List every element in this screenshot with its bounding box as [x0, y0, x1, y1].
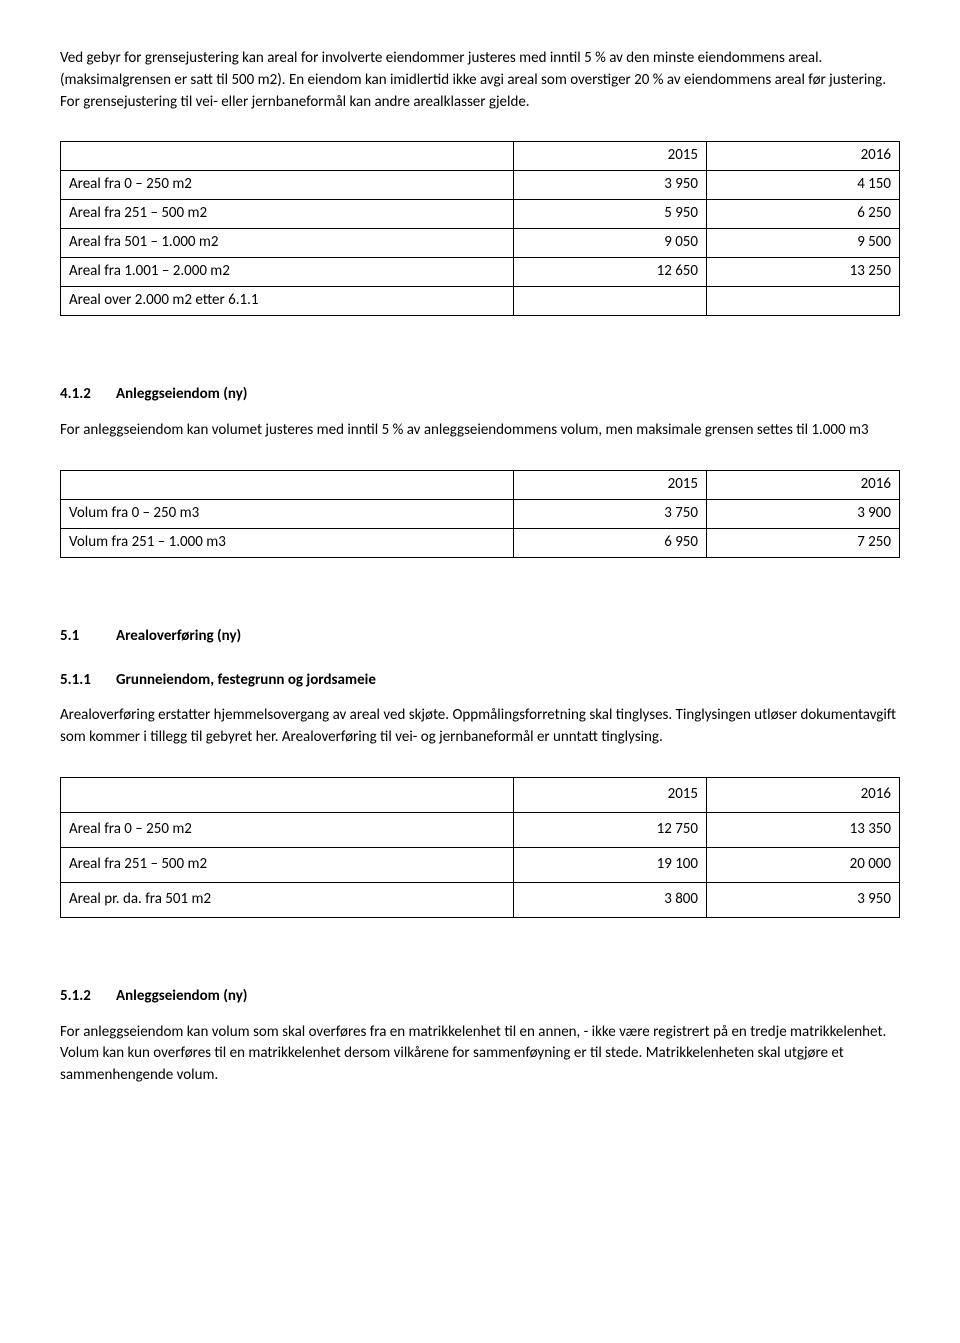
heading-5-1-1: 5.1.1 Grunneiendom, festegrunn og jordsa… — [60, 670, 900, 692]
heading-number: 5.1 — [60, 626, 116, 648]
table-header-row: 2015 2016 — [61, 470, 900, 499]
row-value — [707, 287, 900, 316]
row-label: Volum fra 0 – 250 m3 — [61, 499, 514, 528]
paragraph-5-1-1: Arealoverføring erstatter hjemmelsoverga… — [60, 705, 900, 749]
row-value: 13 350 — [707, 812, 900, 847]
header-empty — [61, 470, 514, 499]
header-year-2016: 2016 — [707, 470, 900, 499]
row-value: 20 000 — [707, 847, 900, 882]
row-label: Areal fra 0 – 250 m2 — [61, 171, 514, 200]
row-label: Areal fra 1.001 – 2.000 m2 — [61, 258, 514, 287]
row-label: Areal fra 0 – 250 m2 — [61, 812, 514, 847]
row-value: 6 250 — [707, 200, 900, 229]
header-year-2016: 2016 — [707, 142, 900, 171]
row-value: 9 500 — [707, 229, 900, 258]
heading-5-1: 5.1 Arealoverføring (ny) — [60, 626, 900, 648]
header-year-2015: 2015 — [514, 142, 707, 171]
paragraph-5-1-2: For anleggseiendom kan volum som skal ov… — [60, 1022, 900, 1087]
table-header-row: 2015 2016 — [61, 777, 900, 812]
heading-4-1-2: 4.1.2 Anleggseiendom (ny) — [60, 384, 900, 406]
heading-text: Arealoverføring (ny) — [116, 626, 900, 648]
table-row: Areal fra 0 – 250 m2 3 950 4 150 — [61, 171, 900, 200]
paragraph-4-1-2: For anleggseiendom kan volumet justeres … — [60, 420, 900, 442]
table-row: Areal fra 501 – 1.000 m2 9 050 9 500 — [61, 229, 900, 258]
row-value: 6 950 — [514, 528, 707, 557]
row-label: Areal fra 501 – 1.000 m2 — [61, 229, 514, 258]
row-value: 3 750 — [514, 499, 707, 528]
table-volum-anleggseiendom: 2015 2016 Volum fra 0 – 250 m3 3 750 3 9… — [60, 470, 900, 558]
row-label: Areal fra 251 – 500 m2 — [61, 200, 514, 229]
row-value: 4 150 — [707, 171, 900, 200]
row-value: 3 800 — [514, 882, 707, 917]
heading-5-1-2: 5.1.2 Anleggseiendom (ny) — [60, 986, 900, 1008]
header-year-2015: 2015 — [514, 777, 707, 812]
row-value: 3 900 — [707, 499, 900, 528]
table-header-row: 2015 2016 — [61, 142, 900, 171]
row-value: 12 650 — [514, 258, 707, 287]
table-row: Areal pr. da. fra 501 m2 3 800 3 950 — [61, 882, 900, 917]
row-value: 7 250 — [707, 528, 900, 557]
row-value: 19 100 — [514, 847, 707, 882]
row-label: Volum fra 251 – 1.000 m3 — [61, 528, 514, 557]
table-row: Areal fra 251 – 500 m2 19 100 20 000 — [61, 847, 900, 882]
table-row: Areal fra 1.001 – 2.000 m2 12 650 13 250 — [61, 258, 900, 287]
header-empty — [61, 142, 514, 171]
table-row: Volum fra 251 – 1.000 m3 6 950 7 250 — [61, 528, 900, 557]
heading-number: 5.1.2 — [60, 986, 116, 1008]
table-row: Volum fra 0 – 250 m3 3 750 3 900 — [61, 499, 900, 528]
row-value: 3 950 — [707, 882, 900, 917]
header-empty — [61, 777, 514, 812]
table-row: Areal fra 251 – 500 m2 5 950 6 250 — [61, 200, 900, 229]
row-value: 12 750 — [514, 812, 707, 847]
row-value: 3 950 — [514, 171, 707, 200]
header-year-2016: 2016 — [707, 777, 900, 812]
table-arealoverforing: 2015 2016 Areal fra 0 – 250 m2 12 750 13… — [60, 777, 900, 918]
table-row: Areal over 2.000 m2 etter 6.1.1 — [61, 287, 900, 316]
row-label: Areal fra 251 – 500 m2 — [61, 847, 514, 882]
row-value — [514, 287, 707, 316]
row-value: 13 250 — [707, 258, 900, 287]
row-label: Areal over 2.000 m2 etter 6.1.1 — [61, 287, 514, 316]
header-year-2015: 2015 — [514, 470, 707, 499]
intro-paragraph: Ved gebyr for grensejustering kan areal … — [60, 48, 900, 113]
heading-text: Grunneiendom, festegrunn og jordsameie — [116, 670, 900, 692]
row-label: Areal pr. da. fra 501 m2 — [61, 882, 514, 917]
heading-text: Anleggseiendom (ny) — [116, 986, 900, 1008]
table-row: Areal fra 0 – 250 m2 12 750 13 350 — [61, 812, 900, 847]
row-value: 9 050 — [514, 229, 707, 258]
heading-number: 5.1.1 — [60, 670, 116, 692]
heading-number: 4.1.2 — [60, 384, 116, 406]
table-areal-grensejustering: 2015 2016 Areal fra 0 – 250 m2 3 950 4 1… — [60, 141, 900, 316]
row-value: 5 950 — [514, 200, 707, 229]
heading-text: Anleggseiendom (ny) — [116, 384, 900, 406]
